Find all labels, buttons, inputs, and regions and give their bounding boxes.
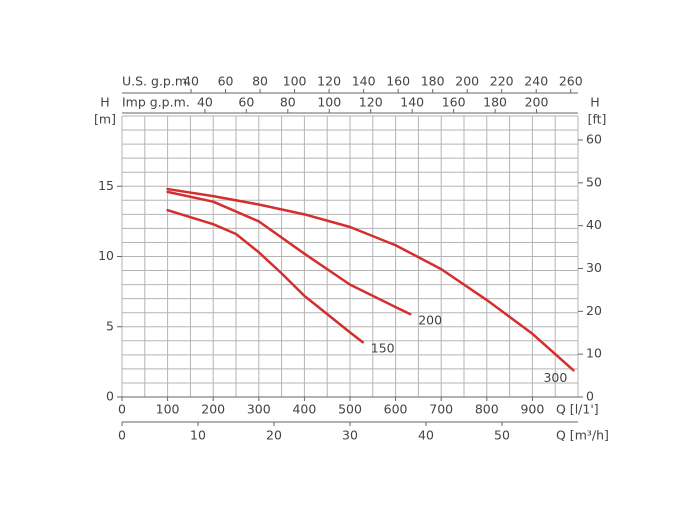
pump-curve [166, 190, 412, 316]
extra-x-axis-label: Q [m³/h] [556, 428, 609, 443]
y2-tick-label: 30 [586, 260, 602, 275]
extra-x-tick-label: 60 [238, 95, 254, 110]
extra-x-tick-label: 180 [483, 95, 507, 110]
curve-label: 150 [371, 341, 395, 356]
extra-x-tick-label: 180 [421, 74, 445, 89]
extra-x-tick-label: 160 [386, 74, 410, 89]
extra-x-tick-label: 40 [183, 74, 199, 89]
extra-x-tick-label: 200 [455, 74, 479, 89]
extra-x-tick-label: 120 [359, 95, 383, 110]
y2-axis-label: H [590, 95, 599, 110]
extra-x-tick-label: 120 [317, 74, 341, 89]
extra-x-tick-label: 200 [525, 95, 549, 110]
x-tick-label: 200 [201, 402, 225, 417]
extra-x-tick-label: 0 [118, 428, 126, 443]
extra-x-tick-label: 20 [266, 428, 282, 443]
x-tick-label: 500 [338, 402, 362, 417]
extra-x-tick-label: 100 [317, 95, 341, 110]
extra-x-tick-label: 240 [524, 74, 548, 89]
y-tick-label: 15 [98, 178, 114, 193]
x-tick-label: 700 [429, 402, 453, 417]
x-tick-label: 300 [247, 402, 271, 417]
extra-x-tick-label: 260 [559, 74, 583, 89]
y-tick-label: 10 [98, 248, 114, 263]
extra-x-tick-label: 40 [418, 428, 434, 443]
extra-x-tick-label: 80 [280, 95, 296, 110]
extra-x-tick-label: 140 [352, 74, 376, 89]
y2-tick-label: 40 [586, 217, 602, 232]
y2-tick-label: 60 [586, 131, 602, 146]
y-axis-unit: [m] [94, 112, 116, 127]
x-tick-label: 100 [156, 402, 180, 417]
y2-tick-label: 0 [586, 389, 594, 404]
extra-x-tick-label: 40 [197, 95, 213, 110]
extra-x-axis-label: Imp g.p.m. [122, 95, 190, 110]
extra-x-tick-label: 30 [342, 428, 358, 443]
x-tick-label: 600 [384, 402, 408, 417]
extra-x-tick-label: 80 [252, 74, 268, 89]
pump-curve [166, 187, 575, 372]
extra-x-tick-label: 160 [442, 95, 466, 110]
y-tick-label: 5 [106, 318, 114, 333]
extra-x-tick-label: 100 [283, 74, 307, 89]
y2-tick-label: 20 [586, 303, 602, 318]
pump-curve [166, 208, 365, 344]
x-axis-label: Q [l/1'] [556, 402, 599, 417]
y2-axis-unit: [ft] [588, 112, 607, 127]
y2-tick-label: 50 [586, 174, 602, 189]
extra-x-tick-label: 10 [190, 428, 206, 443]
y-axis-label: H [100, 95, 109, 110]
x-tick-label: 0 [118, 402, 126, 417]
extra-x-tick-label: 140 [400, 95, 424, 110]
curve-label: 300 [543, 370, 567, 385]
extra-x-axis-label: U.S. g.p.m. [122, 74, 191, 89]
x-tick-label: 400 [292, 402, 316, 417]
y-tick-label: 0 [106, 389, 114, 404]
y2-tick-label: 10 [586, 346, 602, 361]
x-tick-label: 800 [475, 402, 499, 417]
extra-x-tick-label: 220 [490, 74, 514, 89]
extra-x-tick-label: 50 [494, 428, 510, 443]
extra-x-tick-label: 60 [218, 74, 234, 89]
curve-label: 200 [418, 313, 442, 328]
x-tick-label: 900 [520, 402, 544, 417]
